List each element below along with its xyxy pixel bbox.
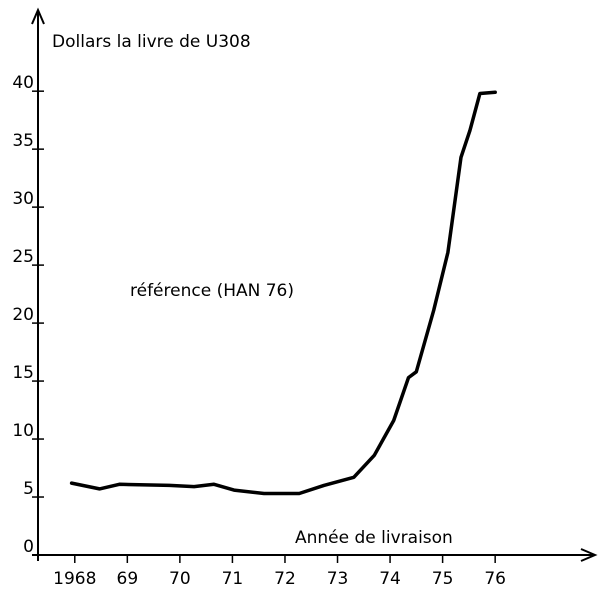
y-tick-label: 30 [12, 189, 34, 209]
y-tick-label: 40 [12, 73, 34, 93]
y-tick-label: 15 [12, 363, 34, 383]
y-axis [31, 7, 45, 561]
y-tick-label: 25 [12, 247, 34, 267]
annotation: référence (HAN 76) [130, 281, 294, 301]
x-tick-label: 76 [484, 569, 506, 589]
y-tick-label: 5 [23, 479, 34, 499]
x-tick-label: 73 [327, 569, 349, 589]
x-tick-label: 75 [432, 569, 454, 589]
y-tick-label: 0 [23, 537, 34, 557]
x-tick-label: 70 [169, 569, 191, 589]
y-tick-label: 10 [12, 421, 34, 441]
data-line [69, 90, 497, 496]
x-tick-label: 74 [379, 569, 401, 589]
y-tick-label: 35 [12, 131, 34, 151]
x-tick-label: 71 [222, 569, 244, 589]
x-tick-label: 69 [117, 569, 139, 589]
y-tick-label: 20 [12, 305, 34, 325]
x-axis [32, 548, 598, 562]
y-axis-label: Dollars la livre de U308 [52, 32, 251, 52]
x-axis-label: Année de livraison [295, 528, 453, 548]
x-tick-label: 72 [274, 569, 296, 589]
x-tick-label: 1968 [53, 569, 96, 589]
